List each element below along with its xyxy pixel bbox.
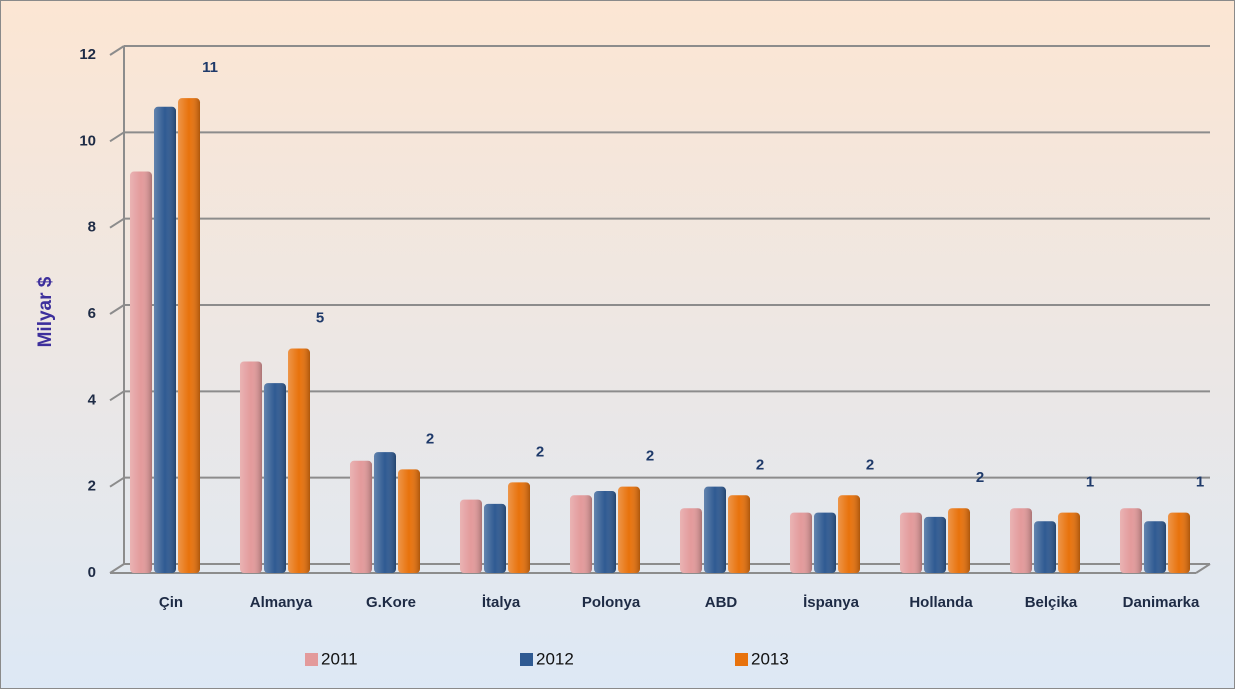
bar-shade (838, 495, 860, 573)
bar-shade (1058, 512, 1080, 573)
bar-shade (900, 512, 922, 573)
bar-shade (398, 469, 420, 573)
legend-swatch (735, 653, 748, 666)
bar-shade (1010, 508, 1032, 573)
y-axis-label: Milyar $ (35, 276, 56, 347)
legend-swatch (305, 653, 318, 666)
y-tick-label: 2 (88, 478, 96, 495)
value-label: 2 (536, 443, 544, 460)
y-tick-label: 6 (88, 305, 96, 322)
bar-shade (594, 490, 616, 573)
bar-shade (1034, 521, 1056, 573)
value-label: 2 (426, 430, 434, 447)
value-label: 2 (866, 456, 874, 473)
y-tick-label: 10 (79, 132, 96, 149)
legend-swatch (520, 653, 533, 666)
bar-shade (814, 512, 836, 573)
legend-label: 2011 (321, 649, 358, 668)
grid-line-side (109, 563, 125, 574)
legend-label: 2013 (751, 649, 789, 668)
value-label: 11 (202, 59, 218, 76)
bar-shade (570, 495, 592, 573)
bar-shade (704, 486, 726, 573)
value-label: 1 (1196, 474, 1204, 491)
bar-shade (484, 503, 506, 573)
value-label: 5 (316, 310, 324, 327)
bar-shade (924, 516, 946, 573)
grid-line-side (109, 131, 125, 143)
bar-shade (374, 452, 396, 573)
bar-shade (680, 508, 702, 573)
bar-shade (130, 171, 152, 574)
bar-shade (728, 495, 750, 573)
x-tick-label: Polonya (582, 594, 641, 611)
bar-shade (790, 512, 812, 573)
x-tick-label: ABD (705, 594, 738, 611)
grid-line-side (109, 45, 125, 56)
value-label: 2 (756, 456, 764, 473)
bar-shade (460, 499, 482, 573)
grid-line-side (109, 217, 125, 229)
bar-shade (508, 482, 530, 573)
x-tick-label: Çin (159, 594, 183, 611)
grid-line-side (109, 304, 125, 315)
y-tick-label: 12 (79, 46, 96, 63)
bar-shade (1168, 512, 1190, 573)
x-tick-label: Hollanda (909, 594, 973, 611)
x-axis-end (1195, 563, 1211, 574)
legend-label: 2012 (536, 649, 574, 668)
y-tick-label: 8 (88, 219, 96, 236)
x-tick-label: İspanya (803, 594, 860, 611)
bar-shade (178, 98, 200, 574)
x-tick-label: G.Kore (366, 594, 416, 611)
x-tick-label: Danimarka (1123, 594, 1200, 611)
bar-shade (240, 361, 262, 573)
x-tick-label: Almanya (250, 594, 313, 611)
bar-shade (264, 383, 286, 573)
grid-line-side (109, 476, 125, 488)
x-tick-label: Belçika (1025, 594, 1078, 611)
y-tick-label: 0 (88, 564, 96, 581)
bar-shade (1144, 521, 1166, 573)
bar-shade (154, 106, 176, 574)
value-label: 1 (1086, 474, 1094, 491)
bar-shade (288, 348, 310, 573)
y-tick-label: 4 (88, 391, 97, 408)
bar-shade (350, 460, 372, 573)
grid-line-side (109, 390, 125, 402)
x-tick-label: İtalya (482, 594, 521, 611)
bar-shade (1120, 508, 1142, 573)
bar-shade (948, 508, 970, 573)
bar-shade (618, 486, 640, 573)
value-label: 2 (976, 469, 984, 486)
value-label: 2 (646, 448, 654, 465)
